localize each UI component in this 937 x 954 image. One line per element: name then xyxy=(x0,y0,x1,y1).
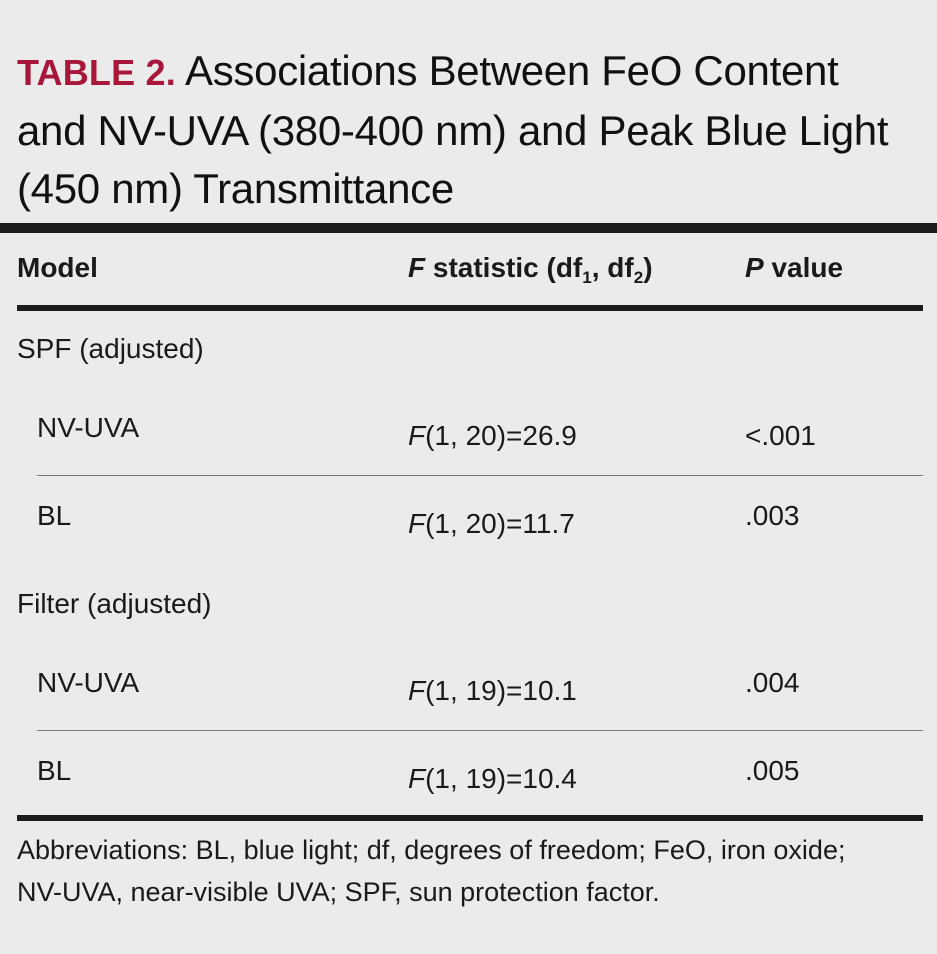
table-title: TABLE 2. Associations Between FeO Conten… xyxy=(17,42,917,218)
row-f-value: (1, 19)=10.1 xyxy=(425,675,577,706)
header-f-sub2: 2 xyxy=(633,268,644,287)
row-p-value: <.001 xyxy=(745,420,816,451)
header-f-close: ) xyxy=(643,252,653,283)
row-f-statistic: F(1, 20)=26.9 xyxy=(408,420,577,452)
row-model: BL xyxy=(37,755,72,786)
row-f-letter: F xyxy=(408,508,426,539)
row-f-value: (1, 20)=26.9 xyxy=(425,420,577,451)
row-f-statistic: F(1, 19)=10.4 xyxy=(408,763,577,795)
header-p-text: value xyxy=(763,252,844,283)
row-f-statistic: F(1, 20)=11.7 xyxy=(408,508,575,540)
group-label: SPF (adjusted) xyxy=(17,333,204,364)
row-divider xyxy=(37,730,923,731)
row-f-letter: F xyxy=(408,420,426,451)
row-f-value: (1, 20)=11.7 xyxy=(425,508,575,539)
header-p-value: P value xyxy=(745,252,843,284)
row-model: BL xyxy=(37,500,72,531)
header-rule xyxy=(17,305,923,311)
header-model: Model xyxy=(17,252,98,283)
header-f-sub1: 1 xyxy=(582,268,592,287)
row-divider xyxy=(37,475,923,476)
row-f-letter: F xyxy=(408,763,426,794)
row-model: NV-UVA xyxy=(37,667,140,698)
group-label: Filter (adjusted) xyxy=(17,588,212,619)
row-f-letter: F xyxy=(408,675,426,706)
row-model: NV-UVA xyxy=(37,412,140,443)
header-f-italic: F xyxy=(408,252,426,283)
header-f-statistic: F statistic (df1, df2) xyxy=(408,252,653,287)
table-title-text: Associations Between FeO Content and NV-… xyxy=(17,47,889,212)
footnote: Abbreviations: BL, blue light; df, degre… xyxy=(17,835,846,907)
row-p-value: .004 xyxy=(745,667,800,698)
table-label: TABLE 2. xyxy=(17,52,176,93)
row-f-statistic: F(1, 19)=10.1 xyxy=(408,675,577,707)
top-rule xyxy=(0,223,937,233)
row-p-value: .003 xyxy=(745,500,800,531)
row-f-value: (1, 19)=10.4 xyxy=(425,763,577,794)
header-f-text: statistic (df xyxy=(425,252,583,283)
bottom-rule xyxy=(17,815,923,821)
header-p-italic: P xyxy=(745,252,764,283)
header-f-comma: , df xyxy=(591,252,634,283)
row-p-value: .005 xyxy=(745,755,800,786)
